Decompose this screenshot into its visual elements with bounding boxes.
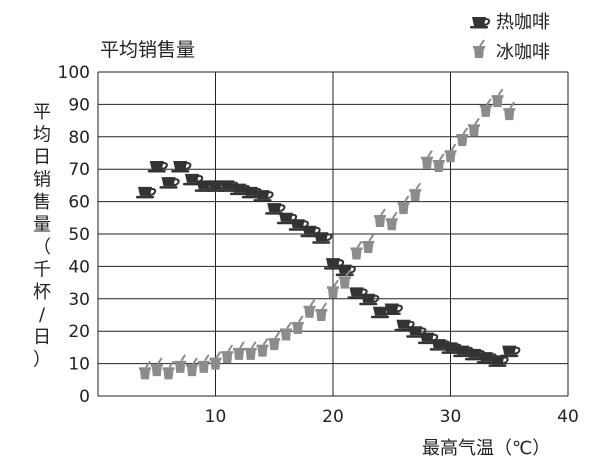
y-tick-label: 50: [68, 225, 90, 245]
y-tick-label: 40: [68, 257, 90, 277]
iced-coffee-point: [444, 143, 457, 163]
y-axis-label-char: 均: [33, 125, 51, 146]
y-axis-label-char: 杯: [33, 282, 51, 303]
iced-coffee-point: [456, 127, 469, 147]
iced-coffee-point: [244, 341, 257, 360]
iced-coffee-point: [362, 234, 375, 253]
iced-coffee-point: [150, 357, 163, 377]
y-tick-label: 0: [79, 387, 90, 407]
iced-coffee-point: [197, 354, 210, 373]
hot-coffee-point: [347, 287, 368, 299]
y-axis-label-char: 日: [33, 327, 51, 348]
y-tick-label: 80: [68, 128, 90, 148]
hot-coffee-point: [230, 183, 251, 196]
y-axis-label-char: （: [33, 237, 51, 258]
x-axis-label: 最高气温（℃）: [422, 438, 550, 459]
iced-coffee-point: [327, 279, 339, 299]
hot-coffee-point: [253, 190, 274, 202]
iced-coffee-point: [338, 270, 351, 289]
iced-coffee-point: [315, 302, 328, 321]
y-tick-label: 20: [68, 322, 90, 342]
iced-coffee-point: [503, 101, 516, 121]
iced-coffee-point: [385, 211, 398, 231]
iced-coffee-point: [350, 240, 363, 260]
hot-coffee-point: [136, 186, 157, 199]
axis-ticks: 0 10 20 30 40 50 60 70 80 90 100 10 20 30 40: [58, 63, 579, 427]
y-tick-label: 100: [58, 63, 90, 83]
iced-coffee-point: [280, 321, 292, 341]
iced-coffee-point: [479, 98, 492, 117]
hot-coffee-point: [359, 293, 380, 306]
y-axis-label-char: 千: [33, 260, 51, 281]
y-axis-label-char: /: [39, 305, 46, 326]
y-axis-label-char: 售: [33, 192, 51, 213]
iced-coffee-point: [186, 357, 198, 377]
y-axis-label-char: 销: [33, 170, 51, 191]
hot-coffee-point: [453, 345, 474, 358]
iced-coffee-point: [432, 153, 445, 172]
hot-coffee-point: [324, 258, 345, 270]
x-tick-label: 30: [440, 407, 462, 427]
x-tick-label: 10: [205, 407, 227, 427]
y-tick-label: 90: [68, 95, 90, 115]
hot-coffee-point: [335, 264, 356, 277]
y-tick-label: 70: [68, 160, 90, 180]
legend-label-iced-coffee: 冰咖啡: [496, 42, 550, 63]
y-tick-label: 30: [68, 290, 90, 310]
iced-coffee-point: [174, 354, 187, 373]
hot-coffee-point: [277, 212, 298, 225]
iced-coffee-point: [139, 360, 151, 380]
iced-coffee-point: [421, 150, 433, 169]
hot-coffee-point: [171, 160, 192, 173]
hot-coffee-point: [159, 177, 180, 189]
chart-title: 平均销售量: [100, 39, 195, 61]
iced-coffee-point: [374, 208, 386, 228]
hot-coffee-point: [406, 326, 427, 338]
y-axis-label-char: 日: [33, 147, 51, 168]
hot-coffee-point: [441, 342, 462, 354]
hot-coffee-point: [312, 232, 333, 244]
hot-coffee-point: [465, 348, 486, 361]
legend-label-hot-coffee: 热咖啡: [496, 12, 550, 33]
iced-coffee-point: [397, 195, 410, 215]
y-tick-label: 10: [68, 355, 90, 375]
data-points: [136, 88, 521, 380]
iced-coffee-point: [256, 338, 269, 357]
iced-coffee-point: [162, 360, 175, 380]
hot-coffee-point: [500, 345, 521, 358]
iced-coffee-point: [491, 88, 504, 108]
hot-coffee-point: [183, 173, 204, 186]
hot-coffee-cup-icon: [470, 17, 491, 29]
iced-coffee-point: [221, 344, 234, 364]
y-axis-label-char: 量: [33, 215, 51, 236]
hot-coffee-point: [382, 303, 403, 316]
hot-coffee-point: [394, 319, 415, 332]
y-tick-label: 60: [68, 193, 90, 213]
hot-coffee-point: [218, 180, 239, 192]
x-tick-label: 40: [557, 407, 579, 427]
iced-coffee-point: [468, 117, 480, 137]
iced-coffee-point: [303, 299, 316, 318]
iced-coffee-point: [209, 351, 222, 370]
grid: [97, 71, 569, 397]
hot-coffee-point: [147, 160, 168, 173]
hot-coffee-point: [265, 203, 286, 215]
y-axis-label-char: 平: [33, 102, 51, 123]
iced-coffee-point: [291, 315, 304, 334]
iced-coffee-point: [409, 182, 422, 202]
y-axis-label-char: ）: [33, 350, 51, 371]
iced-coffee-cup-icon: [473, 39, 485, 58]
legend: 热咖啡 冰咖啡: [470, 12, 550, 63]
x-tick-label: 20: [322, 407, 344, 427]
hot-coffee-point: [488, 355, 509, 367]
iced-coffee-point: [233, 341, 245, 360]
iced-coffee-point: [268, 331, 281, 351]
